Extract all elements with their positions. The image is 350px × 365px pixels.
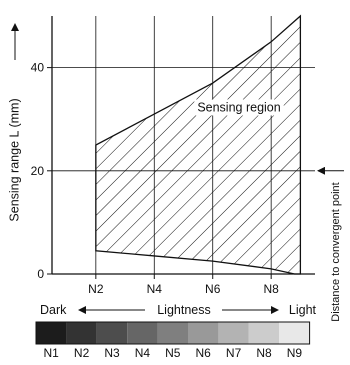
- lightness-arrow-row: Dark Lightness Light: [40, 303, 317, 317]
- dark-label: Dark: [40, 303, 67, 317]
- light-label: Light: [289, 303, 317, 317]
- sensing-region-label: Sensing region: [197, 100, 280, 114]
- lightness-scale-border: [35, 321, 311, 345]
- x-tick-label: N2: [88, 282, 104, 296]
- lightness-swatch-n2: [66, 322, 97, 344]
- y-ticks: 0 20 40: [31, 61, 52, 281]
- lightness-swatch-n1: [36, 322, 67, 344]
- lightness-swatch-n4: [127, 322, 158, 344]
- sensing-region-label-bg: [194, 99, 284, 116]
- lightness-swatch-label: N4: [135, 346, 151, 360]
- lightness-swatch-n6: [188, 322, 219, 344]
- lightness-swatch-label: N5: [165, 346, 181, 360]
- lightness-swatch-label: N7: [226, 346, 242, 360]
- lightness-swatch-n5: [157, 322, 188, 344]
- y-tick-label: 0: [37, 267, 44, 281]
- lightness-swatch-label: N2: [74, 346, 90, 360]
- lightness-swatch-label: N1: [44, 346, 60, 360]
- y-axis-title-group: Sensing range L (mm): [7, 23, 21, 222]
- y-axis-title: Sensing range L (mm): [7, 98, 21, 221]
- lightness-swatch-label: N6: [196, 346, 212, 360]
- lightness-scale-labels: N1 N2 N3 N4 N5 N6 N7 N8 N9: [44, 346, 303, 360]
- x-tick-label: N4: [147, 282, 163, 296]
- lightness-swatch-n9: [279, 322, 310, 344]
- lightness-scale-swatches: [35, 321, 311, 345]
- lightness-swatch-label: N9: [287, 346, 303, 360]
- sensing-region-area: [95, 14, 302, 275]
- x-tick-label: N8: [263, 282, 279, 296]
- convergent-point-group: Distance to convergent point: [317, 166, 344, 322]
- lightness-swatch-n3: [96, 322, 128, 344]
- lightness-swatch-n8: [248, 322, 280, 344]
- x-ticks: N2 N4 N6 N8: [88, 274, 279, 296]
- y-tick-label: 20: [31, 164, 45, 178]
- lightness-swatch-label: N8: [256, 346, 272, 360]
- lightness-swatch-n7: [218, 322, 249, 344]
- lightness-swatch-label: N3: [104, 346, 120, 360]
- x-axis-title: Lightness: [157, 303, 211, 317]
- convergent-point-label: Distance to convergent point: [330, 182, 342, 321]
- x-tick-label: N6: [205, 282, 221, 296]
- y-tick-label: 40: [31, 61, 45, 75]
